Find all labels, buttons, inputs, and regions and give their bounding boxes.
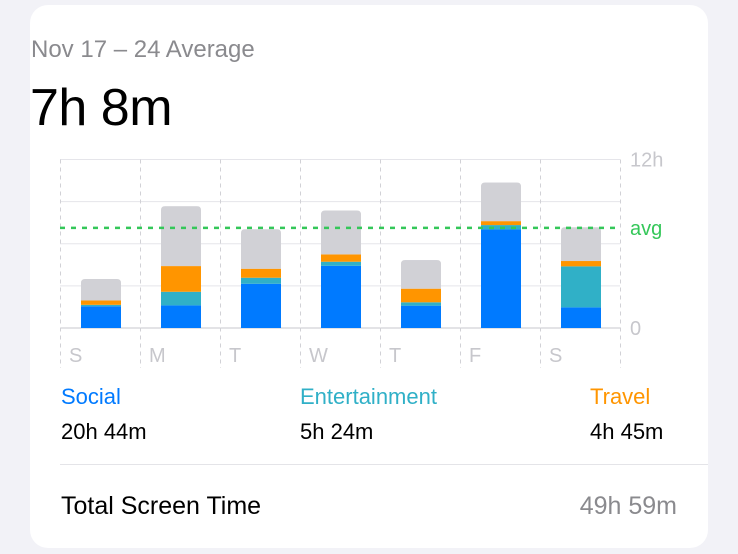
day-label: F: [469, 345, 481, 367]
bar-segment-social: [561, 307, 601, 328]
bar-segment-entertainment: [561, 266, 601, 308]
bar-segment-social: [481, 229, 521, 328]
bar-segment-other: [561, 227, 601, 262]
day-label: S: [69, 345, 82, 367]
bar-segment-travel: [161, 266, 201, 292]
legend-entertainment-value: 5h 24m: [300, 419, 374, 444]
legend-travel-value: 4h 45m: [590, 419, 664, 444]
bar-3[interactable]: [321, 210, 361, 328]
bar-segment-other: [321, 210, 361, 255]
y-tick-label: 0: [630, 318, 641, 340]
y-tick-label: 12h: [630, 150, 663, 172]
bar-2[interactable]: [241, 229, 281, 328]
bar-6[interactable]: [561, 227, 601, 328]
bar-1[interactable]: [161, 206, 201, 328]
bar-segment-social: [81, 306, 121, 328]
divider: [60, 464, 708, 465]
legend-travel-label: Travel: [590, 384, 651, 409]
bar-segment-travel: [241, 268, 281, 278]
bar-segment-travel: [81, 300, 121, 305]
bar-segment-travel: [481, 221, 521, 226]
bar-segment-travel: [401, 288, 441, 303]
bar-segment-entertainment: [81, 304, 121, 307]
average-label: avg: [630, 218, 662, 240]
bar-segment-other: [81, 278, 121, 301]
day-label: W: [309, 345, 328, 367]
day-label: T: [229, 345, 241, 367]
bar-segment-travel: [321, 254, 361, 262]
bar-0[interactable]: [81, 278, 121, 328]
bar-segment-social: [241, 283, 281, 328]
day-label: T: [389, 345, 401, 367]
date-range-subtitle: Nov 17 – 24 Average: [31, 36, 255, 63]
bar-segment-social: [161, 305, 201, 328]
bar-segment-travel: [561, 261, 601, 267]
day-label: M: [149, 345, 166, 367]
legend-social-label: Social: [61, 384, 121, 409]
legend-social-value: 20h 44m: [61, 419, 147, 444]
daily-average: 7h 8m: [30, 79, 173, 137]
bar-segment-entertainment: [241, 277, 281, 284]
total-screen-time-label: Total Screen Time: [61, 492, 262, 520]
total-screen-time-value: 49h 59m: [579, 492, 677, 520]
bar-segment-entertainment: [321, 261, 361, 266]
bar-segment-social: [321, 265, 361, 328]
legend-entertainment-label: Entertainment: [300, 384, 437, 409]
bar-segment-entertainment: [401, 302, 441, 306]
bar-segment-other: [241, 229, 281, 269]
bar-4[interactable]: [401, 260, 441, 328]
bar-5[interactable]: [481, 182, 521, 328]
bar-segment-entertainment: [161, 291, 201, 306]
bar-segment-social: [401, 305, 441, 328]
bar-segment-other: [161, 206, 201, 267]
bar-segment-other: [481, 182, 521, 222]
day-label: S: [549, 345, 562, 367]
bar-segment-other: [401, 260, 441, 289]
